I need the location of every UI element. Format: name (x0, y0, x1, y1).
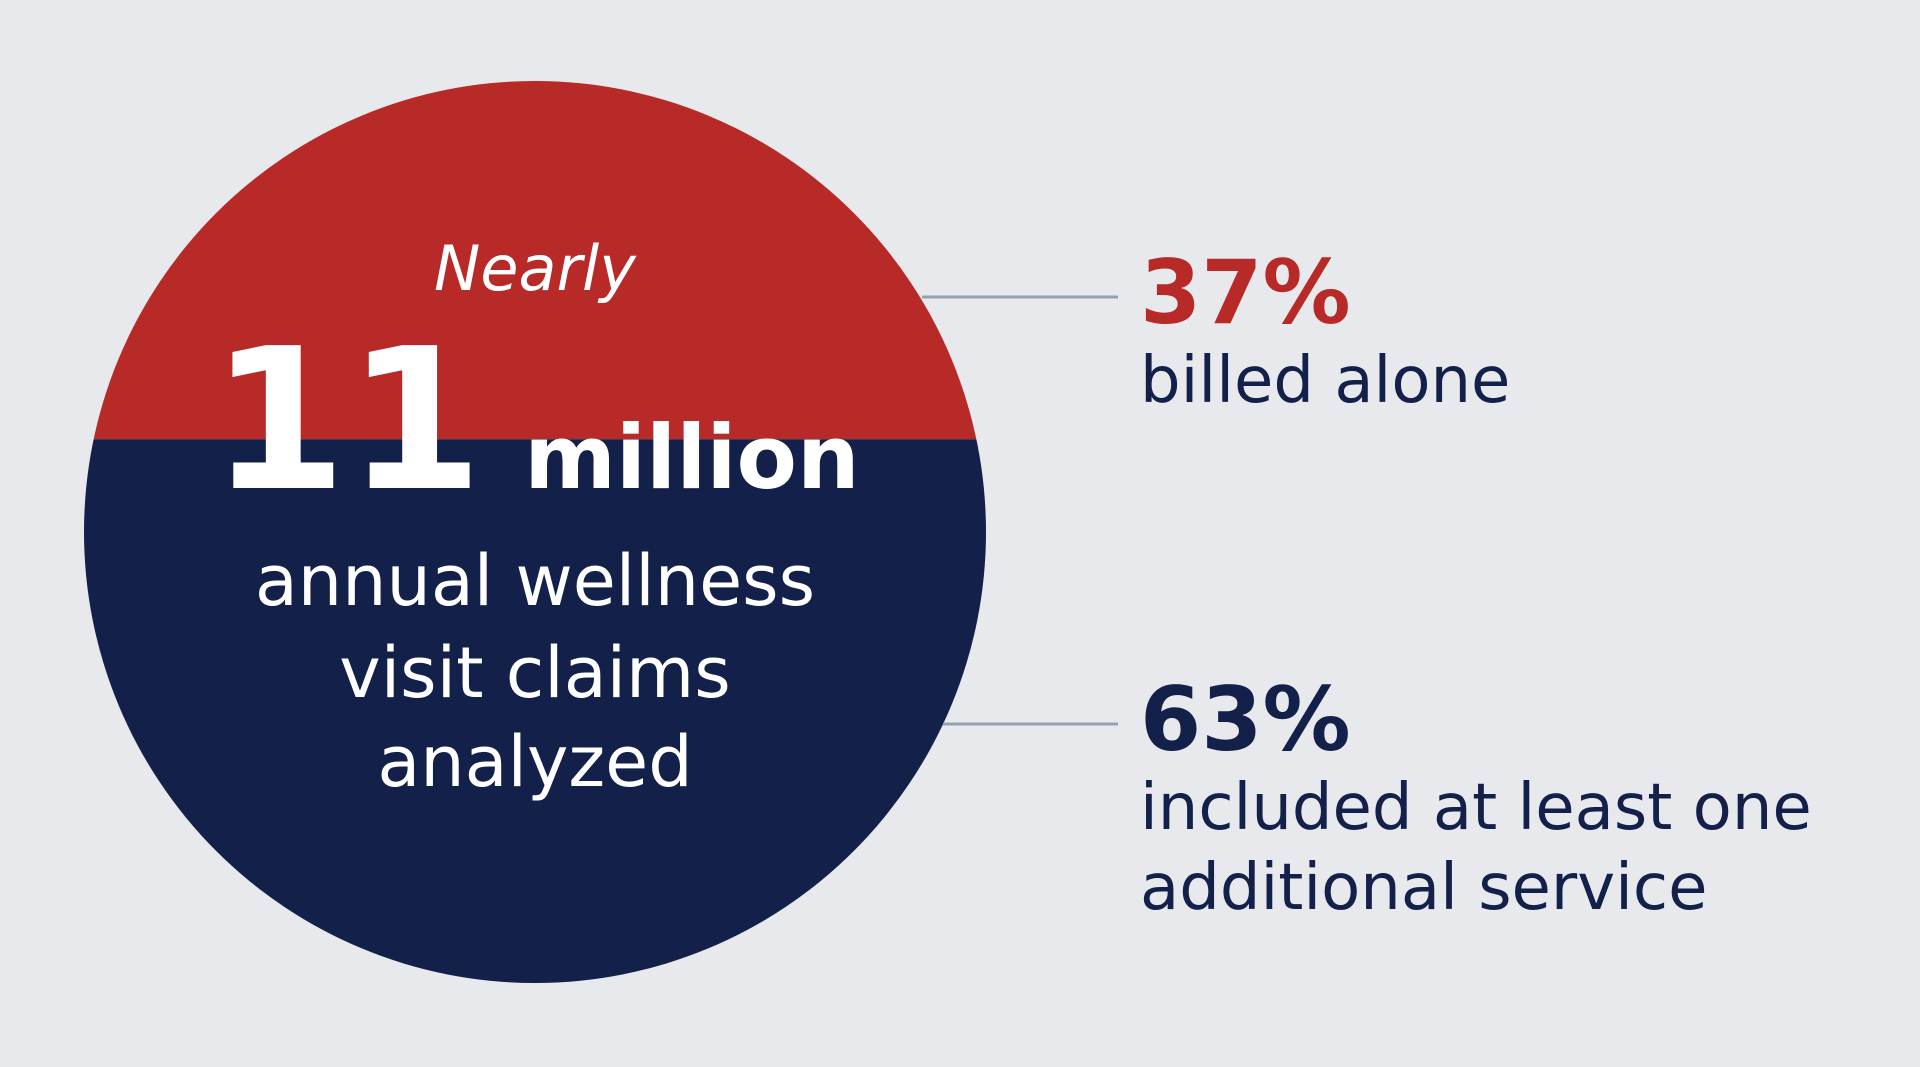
headline-unit: million (524, 406, 859, 509)
description-line-3: analyzed (377, 721, 692, 803)
headline-number-group: 11 million (210, 307, 859, 535)
headline-number: 11 (210, 307, 483, 535)
description-line-2: visit claims (339, 632, 730, 714)
label-additional-service: included at least one additional service (1140, 768, 1812, 928)
label-additional-service-line-2: additional service (1140, 851, 1708, 925)
label-billed-alone: billed alone (1140, 341, 1510, 421)
callout-additional-service: 63% included at least one additional ser… (1140, 672, 1812, 928)
description-line-1: annual wellness (255, 540, 815, 622)
percent-additional-service: 63% (1140, 668, 1351, 771)
label-billed-alone-line-1: billed alone (1140, 344, 1511, 418)
percent-billed-alone: 37% (1140, 241, 1351, 344)
qualifier-text: Nearly (434, 232, 637, 305)
callout-billed-alone: 37% billed alone (1140, 245, 1510, 421)
label-additional-service-line-1: included at least one (1140, 771, 1812, 845)
